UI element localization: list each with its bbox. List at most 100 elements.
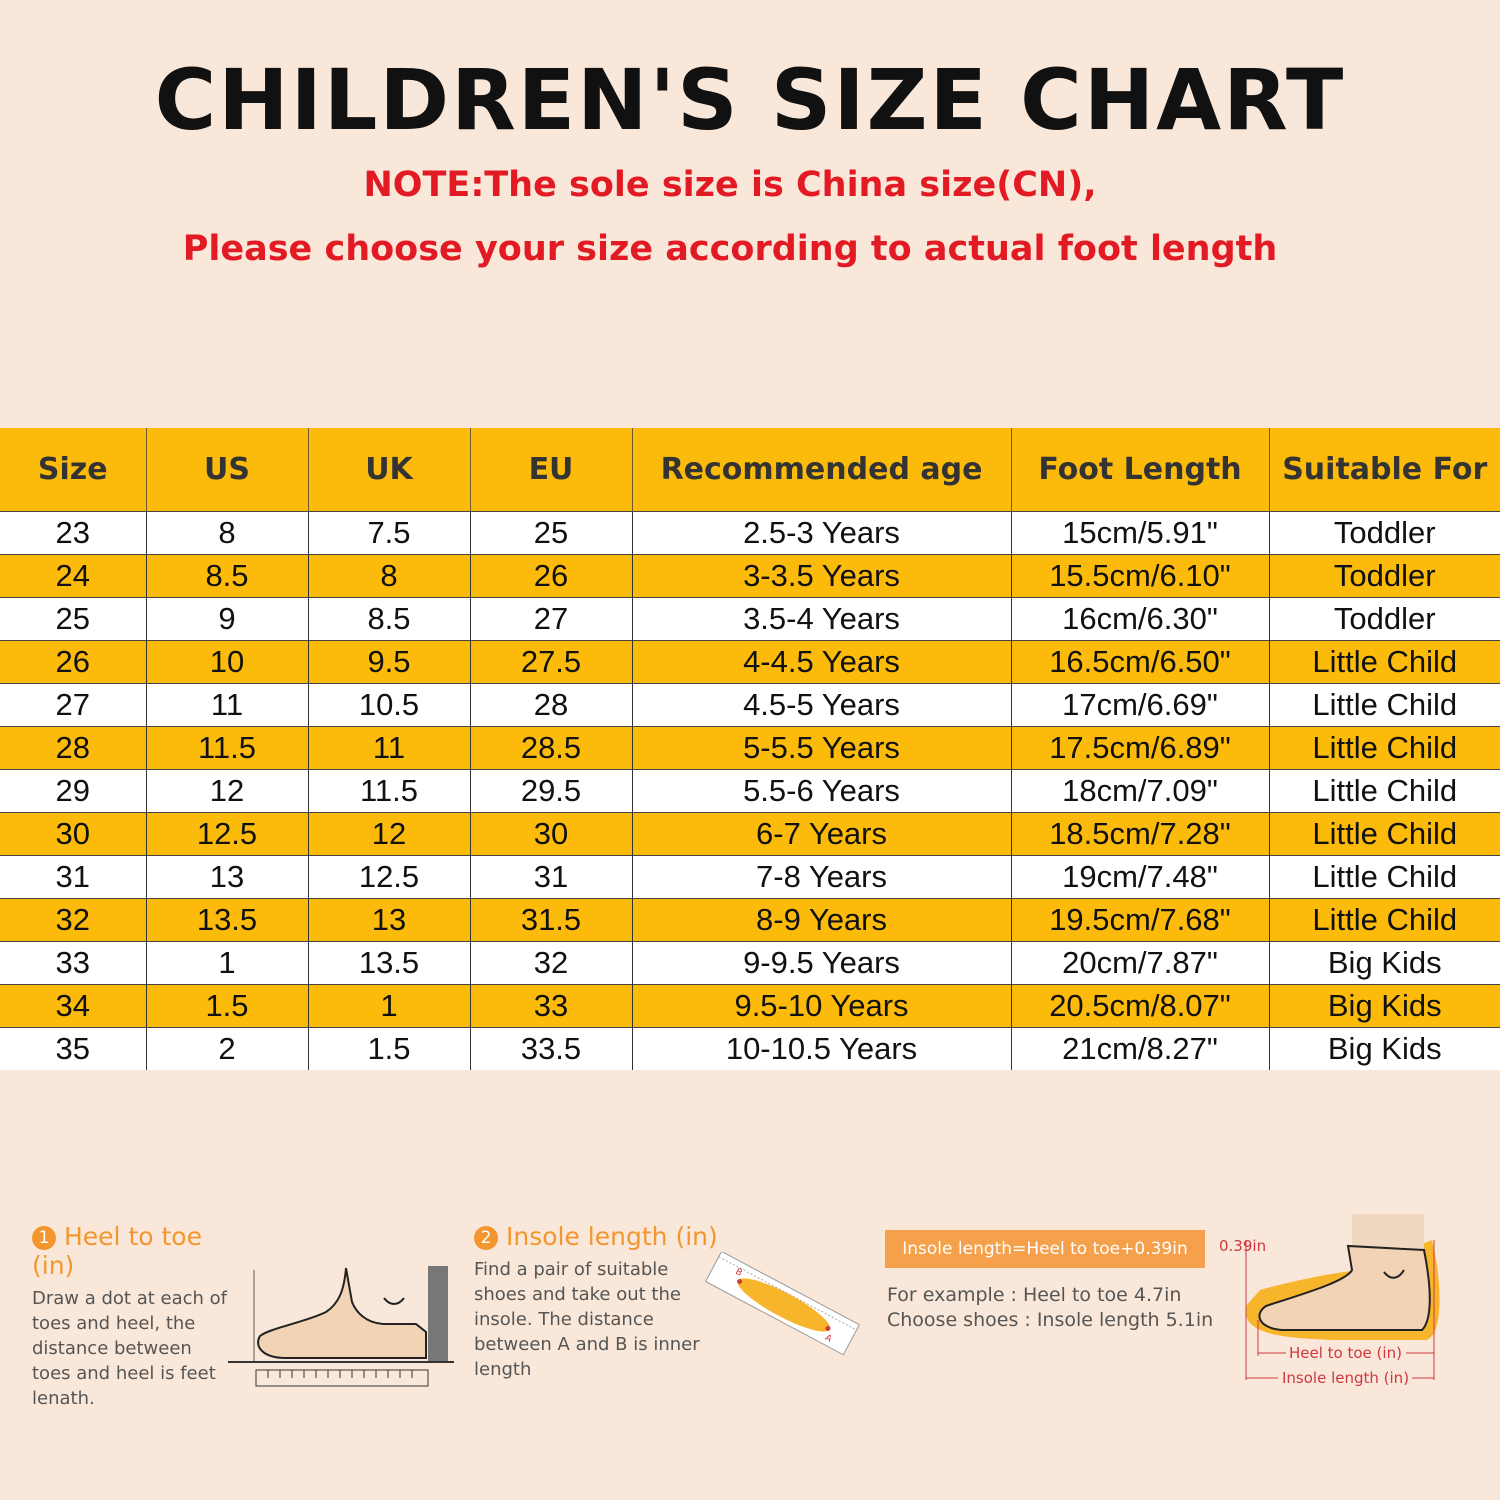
cell-us: 11.5 [146, 726, 309, 770]
cell-uk: 12 [308, 812, 471, 856]
cell-us: 8 [146, 511, 309, 555]
table-row: 32 13.5 13 31.5 8-9 Years 19.5cm/7.68" Little … [0, 898, 1500, 942]
cell-foot-length: 15cm/5.91" [1011, 511, 1270, 555]
guide-heel-to-toe: 1 Heel to toe (in) Draw a dot at each of … [32, 1222, 252, 1411]
cell-us: 11 [146, 683, 309, 727]
cell-us: 12 [146, 769, 309, 813]
cell-size: 23 [0, 511, 147, 555]
cell-size: 35 [0, 1027, 147, 1070]
insole-length-label: Insole length (in) [1282, 1369, 1410, 1387]
cell-suitable-for: Little Child [1269, 726, 1500, 770]
table-row: 30 12.5 12 30 6-7 Years 18.5cm/7.28" Little Ch… [0, 812, 1500, 856]
cell-size: 27 [0, 683, 147, 727]
cell-age: 7-8 Years [632, 855, 1012, 899]
cell-age: 4.5-5 Years [632, 683, 1012, 727]
cell-suitable-for: Big Kids [1269, 941, 1500, 985]
table-row: 29 12 11.5 29.5 5.5-6 Years 18cm/7.09" Little … [0, 769, 1500, 813]
cell-eu: 30 [470, 812, 633, 856]
cell-us: 8.5 [146, 554, 309, 598]
cell-eu: 31 [470, 855, 633, 899]
cell-size: 31 [0, 855, 147, 899]
cell-suitable-for: Big Kids [1269, 1027, 1500, 1070]
cell-foot-length: 17cm/6.69" [1011, 683, 1270, 727]
cell-foot-length: 17.5cm/6.89" [1011, 726, 1270, 770]
cell-uk: 9.5 [308, 640, 471, 684]
cell-us: 1.5 [146, 984, 309, 1028]
cell-eu: 28.5 [470, 726, 633, 770]
cell-size: 25 [0, 597, 147, 641]
table-row: 25 9 8.5 27 3.5-4 Years 16cm/6.30" Toddler [0, 597, 1500, 641]
cell-foot-length: 20.5cm/8.07" [1011, 984, 1270, 1028]
cell-suitable-for: Little Child [1269, 812, 1500, 856]
cell-eu: 28 [470, 683, 633, 727]
cell-age: 4-4.5 Years [632, 640, 1012, 684]
cell-suitable-for: Big Kids [1269, 984, 1500, 1028]
cell-age: 9.5-10 Years [632, 984, 1012, 1028]
cell-eu: 27.5 [470, 640, 633, 684]
foot-measure-icon [228, 1266, 454, 1387]
step-number-badge: 2 [474, 1226, 498, 1250]
point-a-label: A [823, 1333, 834, 1345]
cell-suitable-for: Toddler [1269, 597, 1500, 641]
note-line-2: Please choose your size according to act… [182, 229, 1278, 269]
cell-uk: 11 [308, 726, 471, 770]
cell-foot-length: 16cm/6.30" [1011, 597, 1270, 641]
gap-label: 0.39in [1219, 1237, 1267, 1255]
cell-uk: 8 [308, 554, 471, 598]
cell-eu: 25 [470, 511, 633, 555]
cell-eu: 31.5 [470, 898, 633, 942]
cell-suitable-for: Little Child [1269, 855, 1500, 899]
cell-eu: 27 [470, 597, 633, 641]
column-header-eu: EU [470, 428, 633, 512]
cell-us: 10 [146, 640, 309, 684]
cell-size: 28 [0, 726, 147, 770]
cell-foot-length: 20cm/7.87" [1011, 941, 1270, 985]
cell-age: 3-3.5 Years [632, 554, 1012, 598]
cell-size: 24 [0, 554, 147, 598]
cell-age: 2.5-3 Years [632, 511, 1012, 555]
cell-foot-length: 16.5cm/6.50" [1011, 640, 1270, 684]
table-row: 33 1 13.5 32 9-9.5 Years 20cm/7.87" Big Kids [0, 941, 1500, 985]
cell-uk: 12.5 [308, 855, 471, 899]
cell-us: 9 [146, 597, 309, 641]
cell-suitable-for: Toddler [1269, 511, 1500, 555]
column-header-size: Size [0, 428, 147, 512]
cell-size: 33 [0, 941, 147, 985]
cell-uk: 13 [308, 898, 471, 942]
cell-suitable-for: Little Child [1269, 683, 1500, 727]
cell-age: 3.5-4 Years [632, 597, 1012, 641]
cell-size: 30 [0, 812, 147, 856]
cell-eu: 32 [470, 941, 633, 985]
cell-size: 26 [0, 640, 147, 684]
foot-in-shoe-icon [1245, 1214, 1440, 1380]
cell-age: 5.5-6 Years [632, 769, 1012, 813]
cell-us: 13 [146, 855, 309, 899]
size-table: Size US UK EU Recommended age Foot Length Suit… [0, 428, 1500, 1070]
cell-uk: 13.5 [308, 941, 471, 985]
cell-age: 9-9.5 Years [632, 941, 1012, 985]
table-row: 26 10 9.5 27.5 4-4.5 Years 16.5cm/6.50" Little… [0, 640, 1500, 684]
example-line-1: For example : Heel to toe 4.7in [887, 1284, 1182, 1306]
table-header-row: Size US UK EU Recommended age Foot Length Suit… [0, 428, 1500, 512]
example-line-2: Choose shoes : Insole length 5.1in [887, 1309, 1214, 1331]
table-row: 24 8.5 8 26 3-3.5 Years 15.5cm/6.10" Toddler [0, 554, 1500, 598]
cell-suitable-for: Little Child [1269, 640, 1500, 684]
cell-foot-length: 15.5cm/6.10" [1011, 554, 1270, 598]
guide-text: Draw a dot at each of toes and heel, the… [32, 1288, 227, 1409]
cell-uk: 8.5 [308, 597, 471, 641]
cell-eu: 29.5 [470, 769, 633, 813]
table-row: 35 2 1.5 33.5 10-10.5 Years 21cm/8.27" Big Kid… [0, 1027, 1500, 1070]
cell-age: 8-9 Years [632, 898, 1012, 942]
cell-foot-length: 19.5cm/7.68" [1011, 898, 1270, 942]
column-header-age: Recommended age [632, 428, 1012, 512]
cell-eu: 33 [470, 984, 633, 1028]
table-row: 27 11 10.5 28 4.5-5 Years 17cm/6.69" Little Ch… [0, 683, 1500, 727]
cell-suitable-for: Little Child [1269, 769, 1500, 813]
cell-size: 29 [0, 769, 147, 813]
column-header-suitable-for: Suitable For [1269, 428, 1500, 512]
cell-uk: 10.5 [308, 683, 471, 727]
cell-age: 10-10.5 Years [632, 1027, 1012, 1070]
guide-text: Find a pair of suitable shoes and take o… [474, 1259, 700, 1380]
cell-eu: 26 [470, 554, 633, 598]
point-b-label: B [733, 1267, 743, 1279]
